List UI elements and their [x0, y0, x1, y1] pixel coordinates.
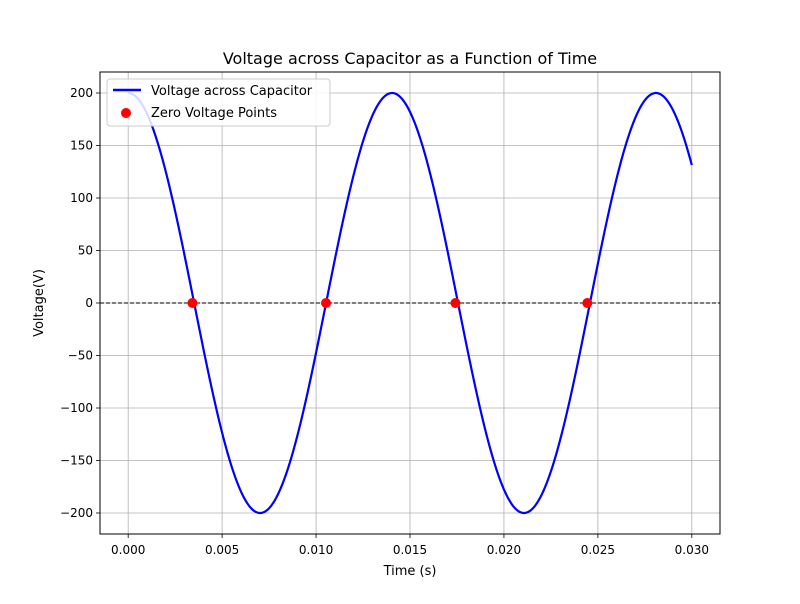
y-tick-label: 150 — [70, 139, 93, 153]
y-tick-label: −200 — [60, 506, 93, 520]
legend-box — [106, 78, 331, 127]
x-axis-label: Time (s) — [383, 564, 437, 579]
legend-marker-swatch — [121, 108, 131, 118]
y-tick-label: 50 — [78, 244, 93, 258]
y-tick-label: −50 — [68, 349, 93, 363]
x-tick-label: 0.010 — [299, 543, 333, 557]
zero-voltage-point — [321, 298, 332, 308]
x-tick-label: 0.000 — [111, 543, 145, 557]
x-tick-label: 0.025 — [581, 543, 615, 557]
x-tick-label: 0.030 — [675, 543, 709, 557]
y-tick-label: 0 — [85, 296, 93, 310]
x-tick-label: 0.015 — [393, 543, 427, 557]
chart-title: Voltage across Capacitor as a Function o… — [223, 49, 597, 68]
zero-voltage-point — [582, 298, 593, 308]
series-layer — [128, 91, 693, 515]
ticks: 0.000 0.005 0.010 0.015 0.020 0.025 0.030 −200 −… — [60, 86, 709, 557]
legend-label-zero-points: Zero Voltage Points — [151, 106, 277, 121]
voltage-line — [128, 91, 693, 515]
legend: Voltage across Capacitor Zero Voltage Po… — [106, 78, 331, 127]
legend-label-voltage: Voltage across Capacitor — [151, 84, 313, 99]
y-axis-label: Voltage(V) — [32, 269, 47, 337]
x-tick-label: 0.020 — [487, 543, 521, 557]
y-tick-label: −100 — [60, 401, 93, 415]
zero-voltage-point — [187, 298, 198, 308]
x-tick-label: 0.005 — [205, 543, 239, 557]
zero-voltage-point — [450, 298, 461, 308]
y-tick-label: 100 — [70, 191, 93, 205]
y-tick-label: 200 — [70, 86, 93, 100]
y-tick-label: −150 — [60, 454, 93, 468]
